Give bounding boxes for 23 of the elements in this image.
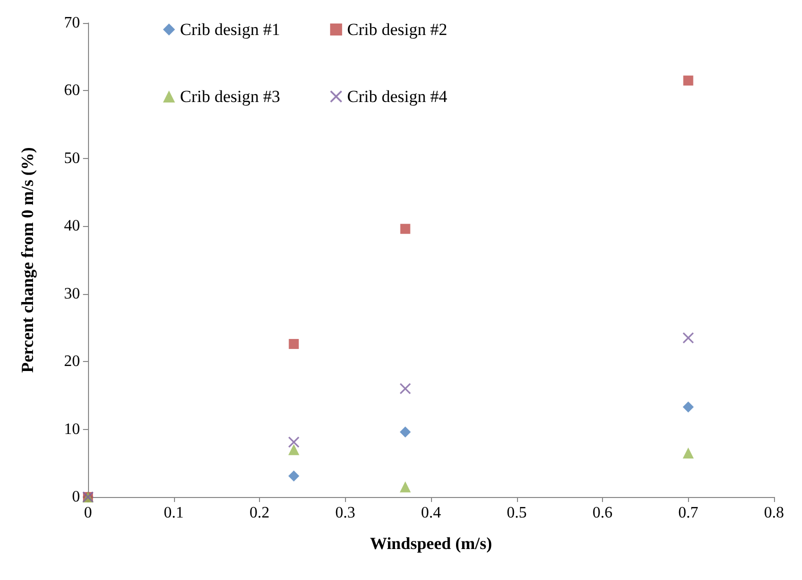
y-tick-label: 0 bbox=[72, 488, 80, 506]
y-tick-label: 50 bbox=[64, 150, 80, 167]
x-tick-label: 0 bbox=[84, 504, 92, 522]
x-tick-label: 0.2 bbox=[250, 504, 270, 522]
y-tick-label: 10 bbox=[64, 420, 80, 438]
y-tick-label: 30 bbox=[64, 285, 80, 302]
x-tick-label: 0.4 bbox=[421, 504, 441, 522]
y-tick-label: 40 bbox=[64, 218, 80, 235]
x-tick-label: 0.5 bbox=[506, 504, 527, 522]
x-tick-label: 0.7 bbox=[678, 504, 698, 522]
legend-label: Crib design #4 bbox=[347, 87, 448, 106]
x-axis-title: Windspeed (m/s) bbox=[370, 534, 492, 553]
y-tick-label: 70 bbox=[64, 14, 80, 32]
y-tick-label: 60 bbox=[64, 82, 80, 100]
x-tick-label: 0.8 bbox=[764, 504, 784, 522]
x-tick-label: 0.6 bbox=[592, 504, 612, 522]
x-tick-label: 0.1 bbox=[164, 504, 184, 522]
legend-label: Crib design #2 bbox=[347, 20, 448, 39]
y-tick-label: 20 bbox=[64, 353, 80, 370]
legend-label: Crib design #1 bbox=[180, 20, 280, 39]
x-tick-label: 0.3 bbox=[335, 504, 356, 522]
y-axis-title: Percent change from 0 m/s (%) bbox=[18, 147, 37, 373]
legend-label: Crib design #3 bbox=[180, 87, 280, 106]
